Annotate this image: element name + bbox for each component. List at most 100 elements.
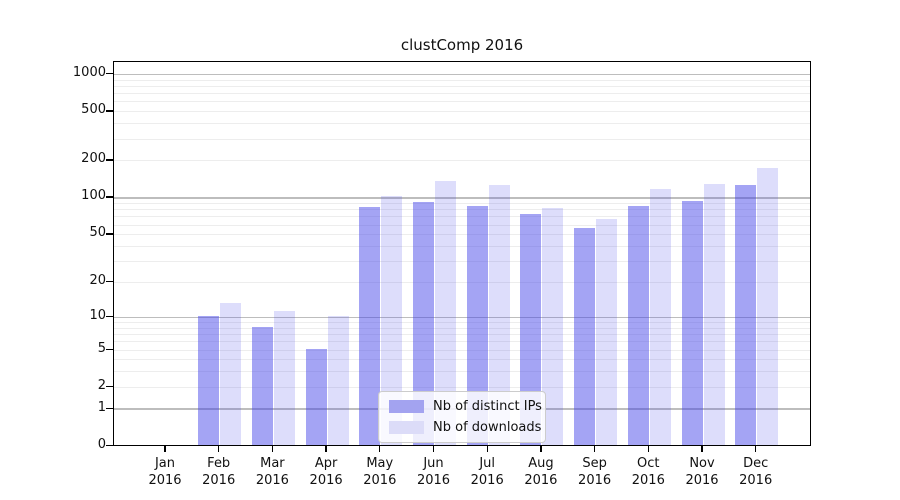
legend-swatch-distinct-ips <box>389 400 424 413</box>
x-tick-mark <box>379 446 381 452</box>
x-tick-mark <box>701 446 703 452</box>
x-tick-month: May <box>366 456 394 471</box>
minor-gridline <box>114 101 810 103</box>
minor-gridline <box>114 203 810 205</box>
x-tick-label: Aug 2016 <box>510 455 572 489</box>
x-tick-month: Apr <box>314 456 338 471</box>
bar-ips-sep <box>574 228 596 445</box>
x-tick-month: Dec <box>743 456 769 471</box>
y-tick-mark <box>106 385 113 388</box>
x-tick-year: 2016 <box>202 473 236 488</box>
x-tick-mark <box>164 446 166 452</box>
minor-gridline <box>114 261 810 263</box>
legend-label-downloads: Nb of downloads <box>433 420 542 435</box>
y-tick-mark <box>106 315 113 318</box>
bar-downloads-oct <box>649 189 671 445</box>
x-tick-year: 2016 <box>739 473 773 488</box>
minor-gridline <box>114 85 810 87</box>
y-tick-mark <box>106 159 113 161</box>
minor-gridline <box>114 282 810 284</box>
x-tick-label: Jul 2016 <box>456 455 518 489</box>
gridlines-layer <box>114 62 810 445</box>
minor-gridline <box>114 93 810 95</box>
minor-gridline <box>114 371 810 373</box>
x-tick-year: 2016 <box>309 473 343 488</box>
x-tick-mark <box>325 446 327 452</box>
major-gridline <box>114 73 810 76</box>
x-tick-month: Jun <box>423 456 444 471</box>
x-tick-month: Jan <box>154 456 176 471</box>
x-tick-year: 2016 <box>524 473 558 488</box>
x-tick-year: 2016 <box>363 473 397 488</box>
legend: Nb of distinct IPs Nb of downloads <box>378 391 546 443</box>
bar-downloads-feb <box>220 302 242 445</box>
bar-downloads-may <box>381 196 403 445</box>
x-tick-mark <box>540 446 542 452</box>
y-tick-mark <box>106 233 113 235</box>
minor-gridline <box>114 341 810 343</box>
x-tick-label: Jun 2016 <box>403 455 465 489</box>
minor-gridline <box>114 160 810 162</box>
y-tick-label: 50 <box>89 225 106 241</box>
x-tick-month: Sep <box>582 456 607 471</box>
bar-downloads-sep <box>596 218 618 445</box>
y-tick-mark <box>106 445 113 447</box>
x-tick-label: Oct 2016 <box>617 455 679 489</box>
minor-gridline <box>114 123 810 125</box>
bar-ips-aug <box>520 213 542 445</box>
minor-gridline <box>114 138 810 140</box>
x-tick-year: 2016 <box>631 473 665 488</box>
bar-ips-oct <box>627 205 649 445</box>
x-tick-month: Oct <box>637 456 660 471</box>
bar-ips-mar <box>251 326 273 445</box>
y-tick-label: 10 <box>89 307 106 323</box>
major-gridline <box>114 316 810 319</box>
minor-gridline <box>114 246 810 247</box>
legend-item-downloads: Nb of downloads <box>389 420 541 435</box>
minor-gridline <box>114 327 810 329</box>
x-tick-year: 2016 <box>470 473 504 488</box>
x-tick-label: Dec 2016 <box>725 455 787 489</box>
x-tick-month: Nov <box>689 456 715 471</box>
bar-downloads-dec <box>757 168 779 445</box>
x-tick-mark <box>271 446 274 452</box>
x-tick-label: Apr 2016 <box>295 455 357 489</box>
y-tick-mark <box>106 72 113 75</box>
major-gridline <box>114 197 810 199</box>
x-tick-year: 2016 <box>416 473 451 488</box>
bar-ips-nov <box>681 200 703 445</box>
x-tick-year: 2016 <box>255 473 289 488</box>
x-tick-mark <box>486 446 488 452</box>
chart-title: clustComp 2016 <box>400 36 524 54</box>
legend-swatch-downloads <box>389 421 424 434</box>
minor-gridline <box>114 111 810 113</box>
x-tick-label: Feb 2016 <box>188 455 250 489</box>
bar-ips-jun <box>413 201 434 445</box>
x-tick-year: 2016 <box>685 473 719 488</box>
bars-layer <box>114 62 810 445</box>
y-tick-mark <box>106 407 113 410</box>
minor-gridline <box>114 209 810 211</box>
x-tick-label: Mar 2016 <box>241 455 303 489</box>
minor-gridline <box>114 359 810 361</box>
y-tick-label: 2 <box>97 377 106 393</box>
bar-ips-may <box>359 207 381 445</box>
bar-downloads-nov <box>703 184 725 445</box>
x-tick-mark <box>432 446 435 452</box>
bar-ips-feb <box>198 315 220 445</box>
bar-downloads-apr <box>327 315 349 445</box>
bar-downloads-jun <box>435 181 456 445</box>
bar-ips-apr <box>305 348 327 445</box>
x-tick-label: Nov 2016 <box>671 455 733 489</box>
x-tick-mark <box>647 446 649 452</box>
minor-gridline <box>114 334 810 336</box>
y-tick-label: 1 <box>97 399 106 415</box>
x-tick-month: Jul <box>479 456 496 471</box>
x-tick-month: Mar <box>260 456 285 471</box>
y-tick-mark <box>106 281 113 283</box>
minor-gridline <box>114 349 810 351</box>
x-tick-year: 2016 <box>148 473 182 488</box>
x-tick-mark <box>593 446 596 452</box>
x-tick-year: 2016 <box>578 473 612 488</box>
x-tick-month: Feb <box>207 456 231 471</box>
